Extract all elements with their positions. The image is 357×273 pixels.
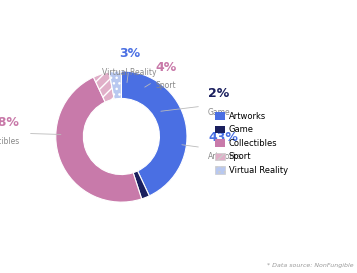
Text: Artworks: Artworks xyxy=(208,152,242,161)
Text: 48%: 48% xyxy=(0,116,20,129)
Wedge shape xyxy=(109,71,121,99)
Wedge shape xyxy=(121,71,187,196)
Text: 4%: 4% xyxy=(156,61,177,73)
Text: Virtual Reality: Virtual Reality xyxy=(102,68,156,77)
Wedge shape xyxy=(94,72,114,102)
Text: Game: Game xyxy=(208,108,231,117)
Text: * Data source: NonFungible: * Data source: NonFungible xyxy=(267,263,353,268)
Wedge shape xyxy=(133,171,149,199)
Text: 3%: 3% xyxy=(119,48,140,60)
Text: Sport: Sport xyxy=(156,81,176,90)
Text: Collectibles: Collectibles xyxy=(0,137,20,146)
Wedge shape xyxy=(56,77,142,202)
Text: 2%: 2% xyxy=(208,87,229,100)
Legend: Artworks, Game, Collectibles, Sport, Virtual Reality: Artworks, Game, Collectibles, Sport, Vir… xyxy=(211,108,291,178)
Text: 43%: 43% xyxy=(208,131,238,144)
